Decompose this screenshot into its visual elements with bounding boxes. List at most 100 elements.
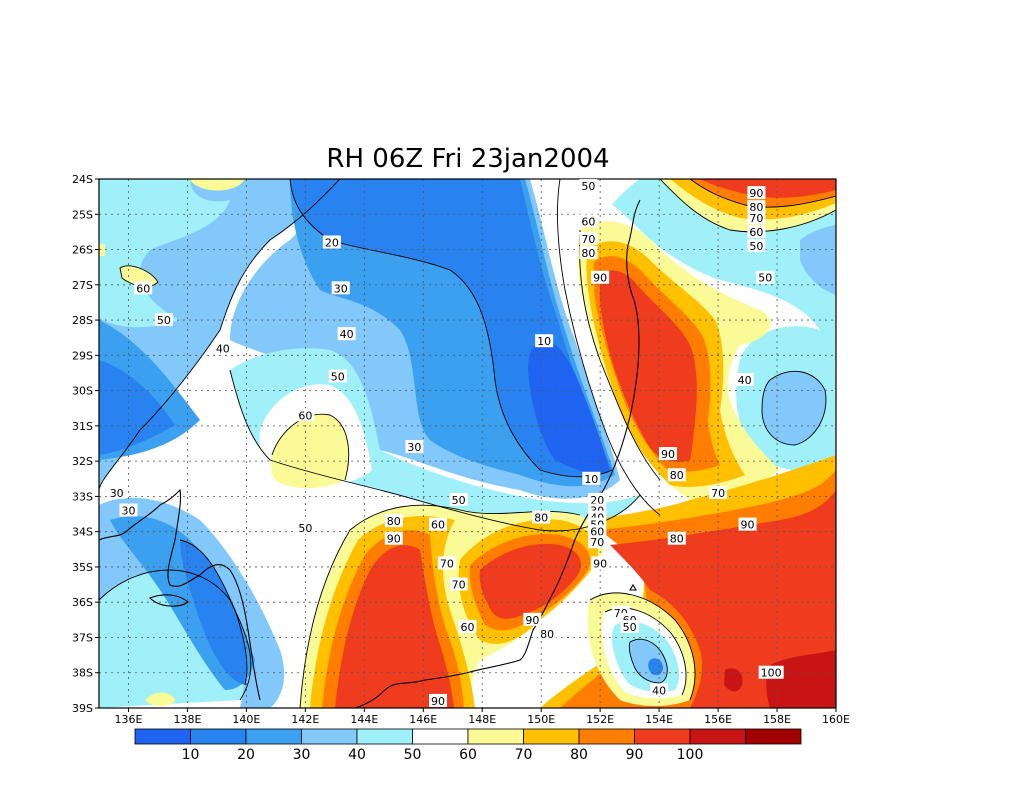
contour-label: 90 [387,533,401,546]
rh-region-30-40-ne [800,225,836,295]
latitude-label: 35S [72,561,93,574]
colorbar-tick-label: 40 [348,747,366,763]
contour-label-box [429,693,448,707]
colorbar-swatch [689,728,746,745]
contour-label: 30 [334,282,348,295]
contour-label: 30 [407,441,421,454]
contour-label: 60 [749,226,763,239]
longitude-label: 138E [173,713,201,726]
colorbar-tick-label: 10 [182,747,200,763]
contour-label: 100 [761,667,782,680]
contour-label-box [134,281,153,295]
contour-label-box [738,517,757,531]
latitude-label: 28S [72,314,93,327]
contour-label: 50 [749,240,763,253]
colorbar-tick-label: 100 [677,747,704,763]
rh-contour-lines [99,179,836,708]
colorbar-swatch [467,728,524,745]
contour-label: 90 [431,695,445,708]
rh-region-60-70-top [190,179,245,191]
contour-label: 70 [590,536,604,549]
latitude-label: 39S [72,702,93,715]
contour-label-box [747,224,766,238]
contour-label-box [735,373,754,387]
contour-label: 50 [758,272,772,285]
longitude-label: 142E [291,713,319,726]
contour-label: 50 [331,370,345,383]
contour-line [628,638,668,684]
contour-label: 70 [711,487,725,500]
contour-line [99,569,252,701]
rh-region-90-100-se [610,490,836,708]
latitude-label: 31S [72,420,93,433]
contour-label-box [538,626,557,640]
longitude-label: 160E [822,713,850,726]
colorbar-tick-label: 30 [293,747,311,763]
contour-label: 10 [584,473,598,486]
contour-label: 70 [581,233,595,246]
rh-region-90-100-coast [599,270,697,462]
contour-label-box [747,210,766,224]
contour-label: 60 [431,519,445,532]
contour-line [179,539,248,686]
contour-label: 60 [461,621,475,634]
colorbar: 10 20 30 40 50 60 70 80 90 100 [134,728,802,763]
contour-label-box [449,492,468,506]
rh-region-90-100-ne [700,179,836,198]
longitude-label: 158E [763,713,791,726]
contour-label-box [582,471,601,485]
contour-label-box [667,531,686,545]
australia-coastline [354,199,641,708]
contour-line [761,370,827,446]
contour-label: 60 [581,215,595,228]
rh-region-10-20-central [290,179,612,477]
colorbar-tick-label: 80 [570,747,588,763]
contour-label: 90 [525,614,539,627]
coastline [99,199,641,708]
longitude-label: 140E [232,713,260,726]
longitude-labels: 136E 138E 140E 142E 144E 146E 148E 150E 152E 154E… [115,708,850,726]
contour-label: 30 [121,505,135,518]
contour-label-box [429,517,448,531]
contour-label-box [758,665,784,679]
contour-line [299,504,581,708]
kangaroo-island-coastline [149,594,189,607]
colorbar-swatch [412,728,469,745]
latitude-label: 27S [72,279,93,292]
latitude-label: 38S [72,667,93,680]
contour-label: 10 [537,335,551,348]
colorbar-tick-labels: 10 20 30 40 50 60 70 80 90 100 [182,747,704,763]
rh-fill-regions [99,179,836,708]
contour-label-box [154,313,173,327]
longitude-label: 152E [586,713,614,726]
contour-label-box [588,524,607,538]
colorbar-swatch [301,728,358,745]
contour-label: 80 [670,533,684,546]
contour-label: 30 [110,487,124,500]
contour-label-box [747,200,766,214]
contour-label: 40 [738,374,752,387]
colorbar-swatches [134,728,802,745]
contour-line [271,413,350,481]
contour-label-box [384,514,403,528]
contour-label: 60 [298,409,312,422]
latitude-label: 33S [72,490,93,503]
contour-label-box [331,281,350,295]
contour-label-box [756,270,775,284]
colorbar-swatch [190,728,247,745]
contour-label-box [579,179,598,193]
contour-label: 80 [581,247,595,260]
contour-label-box [658,447,677,461]
rh-region-60-70-central [270,414,349,489]
map-frame [98,178,837,709]
contour-label-box [579,214,598,228]
longitude-label: 148E [468,713,496,726]
colorbar-swatch [356,728,413,745]
longitude-label: 144E [350,713,378,726]
longitude-label: 156E [704,713,732,726]
rh-region-below-10-central [528,339,610,475]
colorbar-swatch [245,728,302,745]
contour-label: 50 [298,522,312,535]
rh-region-10-20-se-cell [648,658,663,676]
